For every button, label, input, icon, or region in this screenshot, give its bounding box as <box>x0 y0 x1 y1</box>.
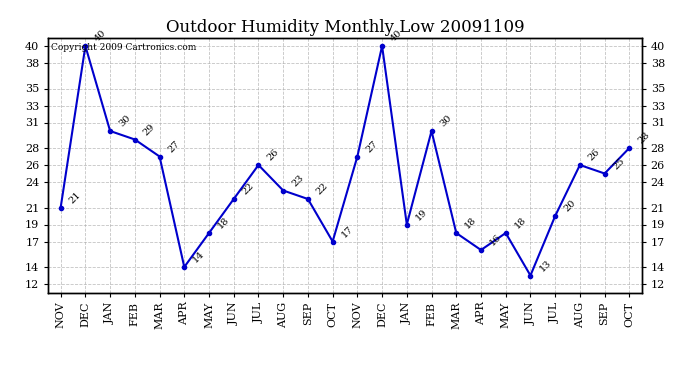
Text: 17: 17 <box>339 224 355 239</box>
Text: 21: 21 <box>68 190 83 206</box>
Text: 28: 28 <box>636 131 651 146</box>
Text: Copyright 2009 Cartronics.com: Copyright 2009 Cartronics.com <box>51 43 197 52</box>
Text: 26: 26 <box>586 148 602 163</box>
Text: 22: 22 <box>241 182 256 197</box>
Text: 13: 13 <box>538 258 553 273</box>
Text: 30: 30 <box>438 114 453 129</box>
Text: 18: 18 <box>513 216 528 231</box>
Text: 27: 27 <box>364 139 380 154</box>
Text: 19: 19 <box>414 207 429 222</box>
Text: 22: 22 <box>315 182 330 197</box>
Text: 27: 27 <box>166 139 181 154</box>
Text: 30: 30 <box>117 114 132 129</box>
Text: 29: 29 <box>141 122 157 137</box>
Text: 40: 40 <box>92 29 108 44</box>
Text: 14: 14 <box>191 250 206 265</box>
Text: 16: 16 <box>488 233 503 248</box>
Text: 40: 40 <box>389 29 404 44</box>
Text: 25: 25 <box>611 156 627 171</box>
Text: 26: 26 <box>266 148 281 163</box>
Text: 20: 20 <box>562 199 578 214</box>
Text: 18: 18 <box>463 216 478 231</box>
Text: 18: 18 <box>216 216 231 231</box>
Title: Outdoor Humidity Monthly Low 20091109: Outdoor Humidity Monthly Low 20091109 <box>166 19 524 36</box>
Text: 23: 23 <box>290 173 306 188</box>
